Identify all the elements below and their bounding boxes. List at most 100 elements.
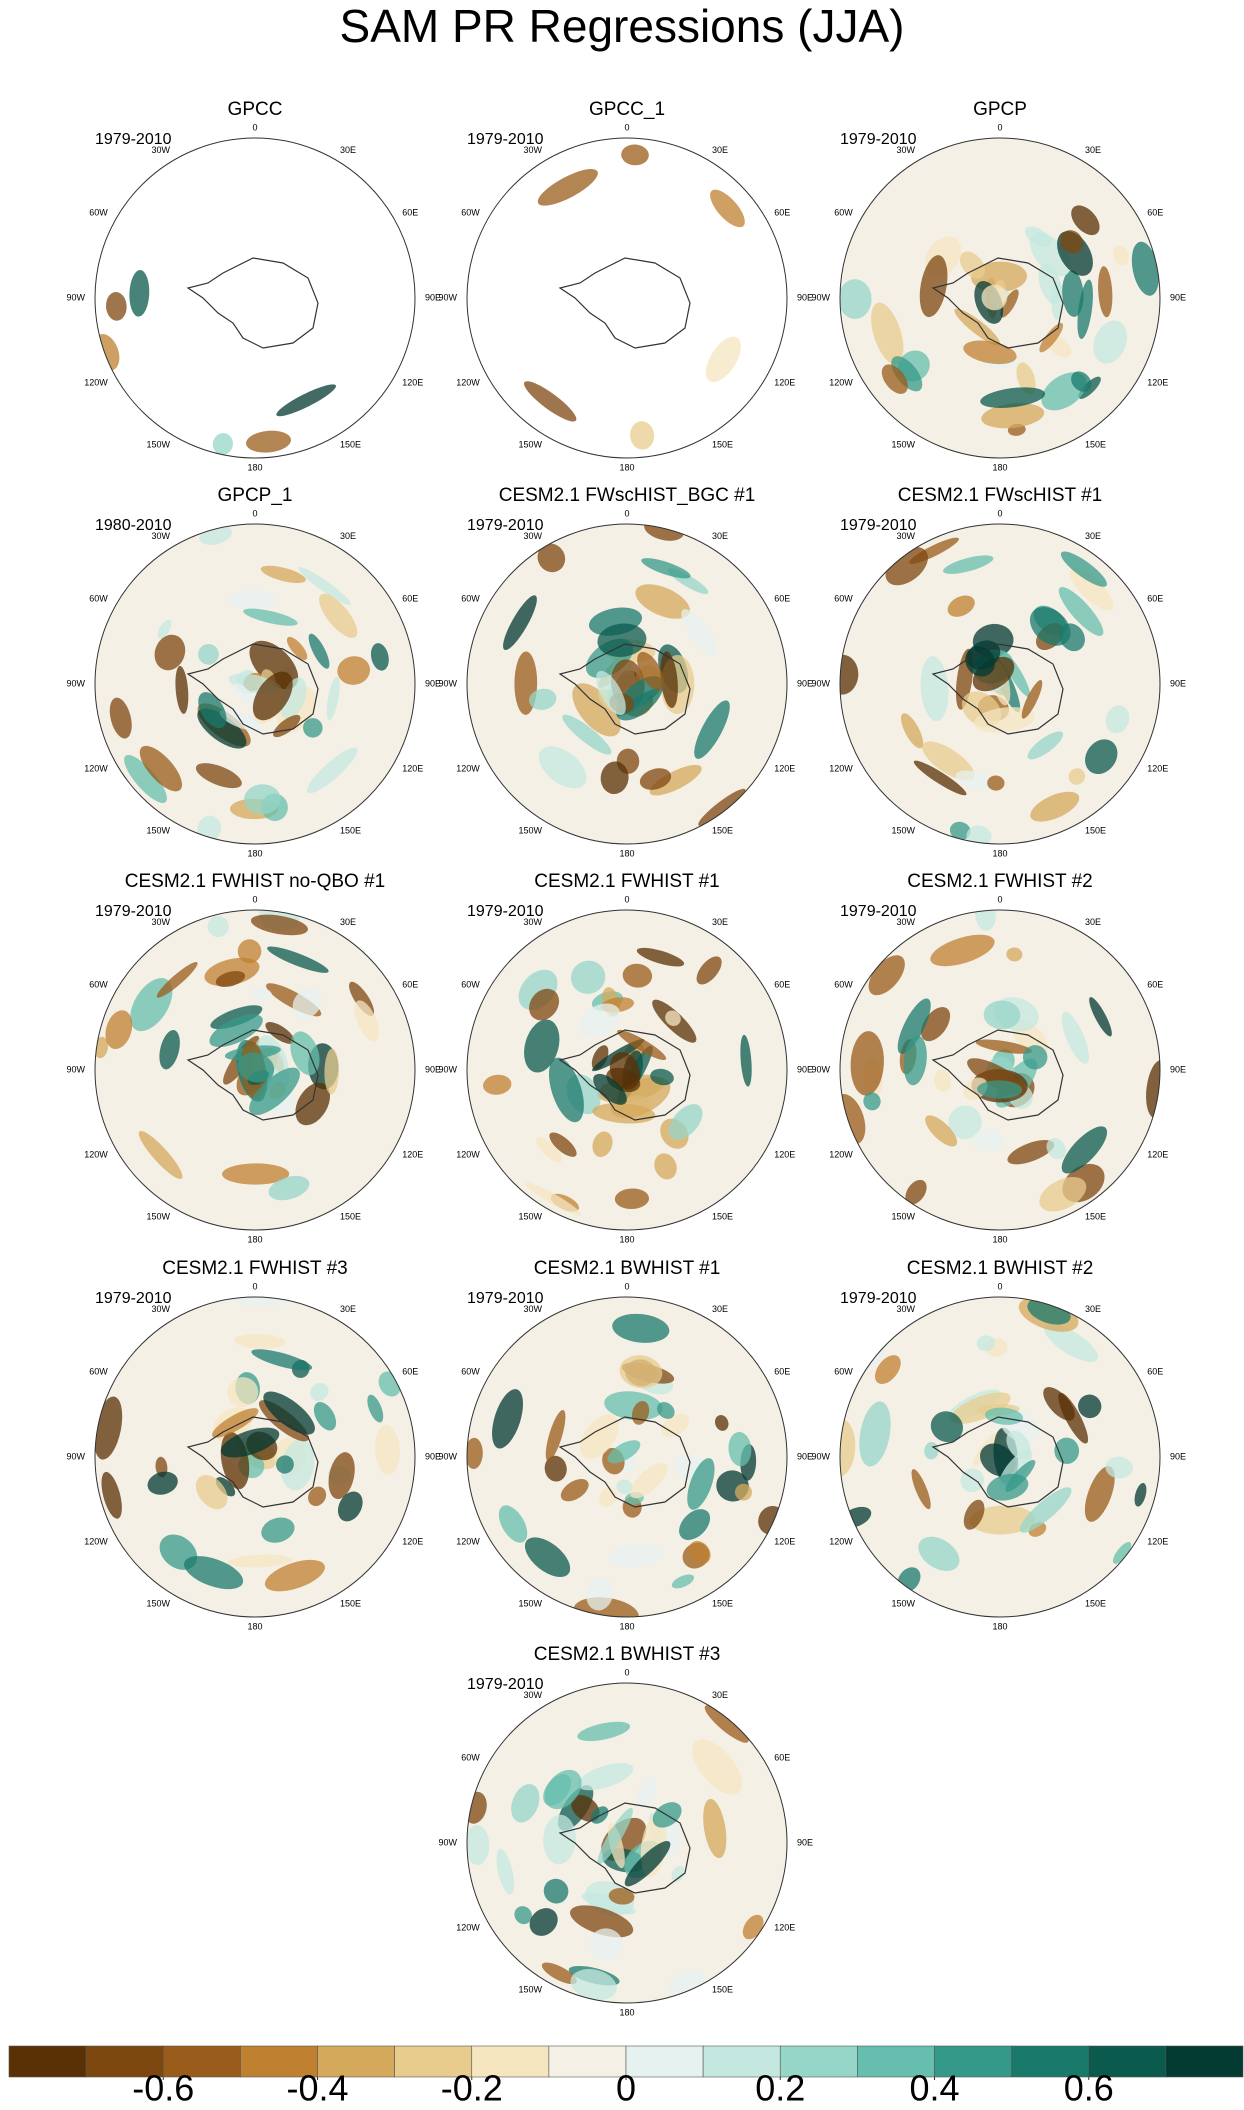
longitude-label: 150E (1085, 826, 1106, 836)
longitude-label: 60W (89, 593, 108, 603)
map-field (467, 910, 787, 1230)
field-blob (694, 700, 730, 759)
colorbar-box (934, 2045, 1012, 2078)
antarctica (186, 643, 319, 735)
longitude-label: 30W (151, 145, 170, 155)
field-blob (614, 1188, 650, 1210)
field-blob (671, 1574, 695, 1589)
longitude-label: 150E (712, 440, 733, 450)
field-blob (227, 1377, 259, 1408)
panel-title: GPCP (973, 99, 1027, 120)
longitude-label: 60W (834, 979, 853, 989)
field-blob (560, 1478, 589, 1502)
longitude-label: 60W (89, 979, 108, 989)
field-blob (963, 340, 1017, 365)
longitude-label: 90W (811, 1451, 830, 1461)
antarctica (558, 643, 691, 735)
field-blob (607, 1544, 664, 1568)
field-blob (260, 565, 306, 583)
field-blob (911, 1469, 931, 1510)
field-blob (295, 1082, 331, 1126)
field-blob (1061, 1126, 1108, 1174)
field-blob (593, 1073, 627, 1105)
field-blob (1112, 1541, 1132, 1564)
field-blob (925, 1115, 958, 1147)
longitude-label: 30W (896, 145, 915, 155)
field-blob (503, 595, 537, 651)
map-border (94, 909, 416, 1231)
field-blob (572, 683, 621, 737)
longitude-label: 150E (340, 1599, 361, 1609)
panel-title: CESM2.1 FWHIST no-QBO #1 (125, 871, 385, 892)
map-field (840, 910, 1160, 1230)
field-blob (264, 1559, 325, 1592)
longitude-label: 30W (896, 1304, 915, 1314)
field-blob (303, 718, 323, 738)
field-blob (234, 1333, 286, 1349)
panel-period: 1979-2010 (467, 903, 544, 920)
field-blob (592, 1103, 656, 1124)
longitude-label: 30W (523, 1304, 542, 1314)
longitude-label: 150W (891, 1599, 915, 1609)
field-blob (660, 651, 678, 708)
field-blob (608, 1888, 635, 1905)
field-blob (637, 1776, 657, 1808)
field-blob (704, 1705, 749, 1743)
field-blob (616, 1479, 633, 1495)
field-blob (1019, 1487, 1072, 1533)
field-blob (252, 988, 273, 1001)
field-blob (919, 255, 948, 318)
antarctica (186, 257, 319, 349)
longitude-label: 150W (146, 826, 170, 836)
map-border (94, 1296, 416, 1618)
field-blob (1006, 1430, 1031, 1460)
longitude-label: 60E (1147, 207, 1163, 217)
field-blob (1058, 586, 1104, 636)
longitude-label: 60E (774, 1366, 790, 1376)
longitude-label: 90W (66, 678, 85, 688)
field-blob (621, 144, 649, 166)
longitude-label: 30W (151, 531, 170, 541)
field-blob (868, 955, 905, 996)
field-blob (545, 1409, 566, 1462)
field-blob (966, 640, 1001, 670)
field-blob (710, 189, 745, 228)
field-blob (537, 169, 598, 206)
panel-period: 1979-2010 (467, 517, 544, 534)
map-field (95, 138, 415, 458)
field-blob (1022, 1045, 1048, 1070)
field-blob (195, 763, 242, 789)
longitude-label: 120W (84, 763, 108, 773)
field-blob (105, 292, 127, 321)
field-blob (147, 1471, 178, 1495)
longitude-label: 60E (402, 979, 418, 989)
field-blob (543, 1814, 576, 1865)
field-blob (195, 1475, 228, 1510)
field-blob (1085, 739, 1118, 775)
field-blob (129, 270, 150, 317)
colorbar-box (85, 2045, 164, 2078)
colorbar-tick-label: -0.2 (441, 2068, 503, 2109)
field-blob (630, 421, 655, 450)
field-blob (525, 1182, 582, 1216)
longitude-label: 180 (619, 1234, 634, 1244)
colorbar-tick-label: 0.6 (1064, 2068, 1114, 2109)
field-blob (159, 1030, 180, 1070)
field-blob (1084, 1466, 1115, 1522)
longitude-label: 60W (89, 1366, 108, 1376)
colorbar-box (548, 2045, 627, 2078)
longitude-label: 30W (523, 145, 542, 155)
colorbar-box (1088, 2045, 1167, 2078)
map-border (466, 137, 788, 459)
longitude-label: 0 (624, 122, 629, 132)
field-blob (1105, 705, 1130, 734)
longitude-label: 120E (402, 377, 423, 387)
field-blob (650, 1068, 674, 1086)
field-blob (337, 1491, 363, 1522)
field-blob (109, 697, 132, 739)
field-blob (184, 1556, 244, 1590)
longitude-label: 180 (247, 848, 262, 858)
longitude-label: 0 (624, 508, 629, 518)
field-blob (657, 1402, 675, 1419)
field-blob (1060, 551, 1107, 587)
